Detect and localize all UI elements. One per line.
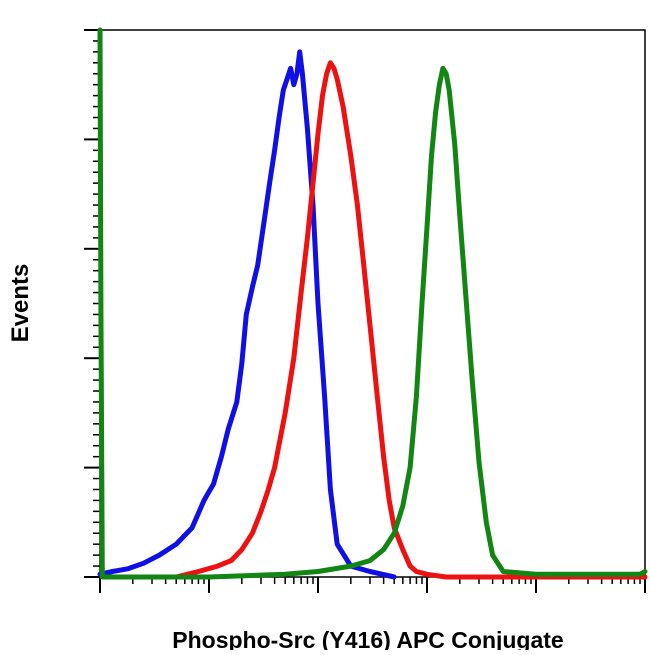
axis-ticks	[84, 29, 646, 593]
plot-frame	[99, 29, 646, 578]
series-line-2	[173, 60, 648, 580]
series-line-3	[97, 27, 648, 580]
series-line-1	[97, 49, 397, 580]
y-axis-label: Events	[7, 264, 34, 343]
series-layer	[97, 27, 648, 580]
x-axis-label: Phospho-Src (Y416) APC Conjugate	[172, 627, 563, 650]
